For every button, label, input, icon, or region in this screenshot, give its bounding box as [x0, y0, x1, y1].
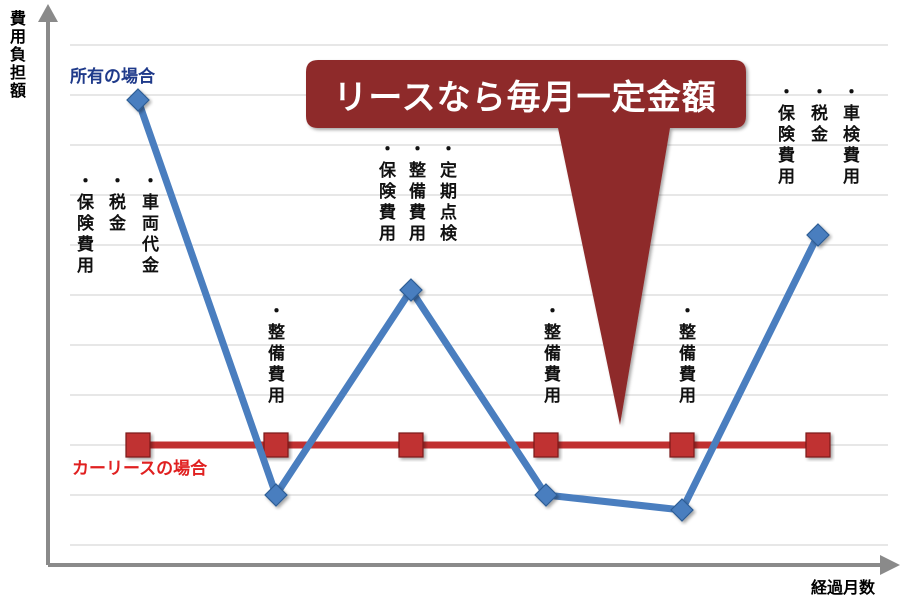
point-lease	[125, 432, 151, 458]
callout-shape	[306, 60, 746, 425]
annotation-label: ・車両代金	[138, 172, 158, 277]
annotation-label: ・整備費用	[675, 302, 695, 407]
point-lease	[263, 432, 289, 458]
series-layer	[125, 88, 831, 522]
callout-path	[306, 60, 746, 425]
point-lease	[533, 432, 559, 458]
legend-lease: カーリースの場合	[72, 459, 208, 479]
point-owned	[534, 483, 558, 507]
x-axis-arrow	[880, 555, 900, 575]
legend-owned: 所有の場合	[70, 67, 155, 87]
point-owned	[806, 223, 830, 247]
point-owned	[670, 498, 694, 522]
callout-bubble	[306, 60, 746, 425]
x-axis-label: 経過月数	[811, 578, 876, 597]
point-lease	[805, 432, 831, 458]
annotation-label: ・保険費用	[774, 83, 794, 188]
point-owned	[126, 88, 150, 112]
point-lease	[398, 432, 424, 458]
y-axis-arrow	[38, 4, 58, 22]
annotation-label: ・整備費用	[264, 302, 284, 407]
point-lease	[669, 432, 695, 458]
point-owned	[399, 278, 423, 302]
y-axis-label: 費用負担額	[7, 10, 26, 100]
annotation-label: ・車検費用	[839, 83, 859, 188]
point-owned	[264, 483, 288, 507]
annotation-label: ・税金	[807, 83, 827, 146]
callout-text: リースなら毎月一定金額	[333, 77, 717, 118]
axes	[38, 4, 900, 575]
annotation-label: ・保険費用	[375, 140, 395, 245]
series-line-owned	[134, 98, 822, 514]
annotation-label: ・税金	[105, 172, 125, 235]
annotation-label: ・整備費用	[405, 140, 425, 245]
annotation-label: ・定期点検	[436, 140, 456, 245]
annotation-label: ・整備費用	[540, 302, 560, 407]
annotation-label: ・保険費用	[73, 172, 93, 277]
